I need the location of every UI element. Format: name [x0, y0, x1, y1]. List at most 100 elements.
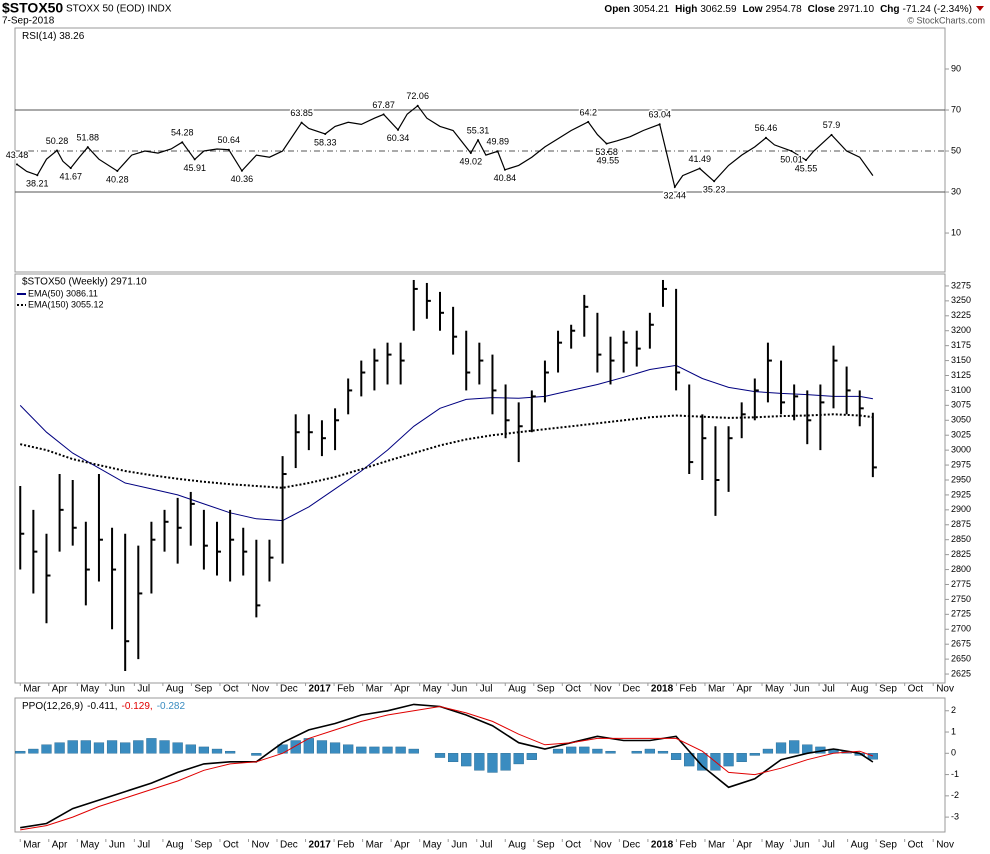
- y-tick-label: -3: [951, 811, 959, 821]
- histogram-bar: [329, 742, 341, 754]
- y-tick-label: 2: [951, 705, 956, 715]
- annotation-point: [469, 152, 472, 155]
- panel-title: RSI(14) 38.26: [22, 31, 85, 42]
- annotation-point: [193, 158, 196, 161]
- x-tick-label: 2018: [651, 684, 674, 695]
- y-tick-label: 3075: [951, 400, 971, 410]
- annotation-point: [606, 150, 609, 153]
- x-tick-label: Nov: [594, 840, 612, 851]
- x-tick-label: Sep: [537, 840, 555, 851]
- annotation-label: 40.84: [494, 173, 517, 183]
- x-tick-label: Dec: [280, 840, 298, 851]
- annotation-point: [382, 113, 385, 116]
- annotation-point: [116, 169, 119, 172]
- histogram-bar: [93, 742, 105, 754]
- annotation-point: [503, 168, 506, 171]
- histogram-bar: [290, 740, 301, 754]
- x-tick-label: Sep: [194, 684, 212, 695]
- quote-value: 3054.21: [633, 4, 670, 15]
- x-tick-label: Apr: [736, 684, 752, 695]
- quote: Open 3054.21 High 3062.59 Low 2954.78 Close 297…: [604, 4, 972, 15]
- histogram-bar: [749, 753, 760, 756]
- histogram-bar: [644, 748, 655, 754]
- annotation-point: [300, 121, 303, 124]
- annotation-label: 49.55: [597, 155, 620, 165]
- y-tick-label: -2: [951, 790, 959, 800]
- ppo-frame: [14, 697, 946, 833]
- x-tick-label: Jul: [480, 840, 493, 851]
- histogram-bar: [605, 750, 616, 754]
- x-tick-label: Apr: [394, 684, 410, 695]
- quote-value: -71.24 (-2.34%): [903, 4, 972, 15]
- x-tick-label: Mar: [23, 840, 41, 851]
- histogram-bar: [434, 753, 446, 758]
- histogram-bar: [67, 740, 78, 754]
- x-tick-label: Nov: [251, 840, 269, 851]
- x-tick-label: Oct: [565, 840, 581, 851]
- annotation-point: [496, 150, 499, 153]
- x-tick-label: Nov: [936, 684, 954, 695]
- y-tick-label: 30: [951, 186, 961, 196]
- y-tick-label: 2950: [951, 474, 971, 484]
- x-tick-label: Aug: [166, 684, 184, 695]
- annotation-label: 41.49: [688, 154, 711, 164]
- annotation-point: [658, 123, 661, 126]
- x-tick-label: Jun: [109, 684, 125, 695]
- x-tick-label: Oct: [908, 684, 924, 695]
- y-tick-label: 3275: [951, 280, 971, 290]
- annotation-label: 49.89: [486, 137, 509, 147]
- annotation-label: 54.28: [171, 128, 194, 138]
- histogram-bar: [487, 753, 498, 773]
- y-tick-label: 2675: [951, 639, 971, 649]
- x-tick-label: Feb: [679, 684, 697, 695]
- histogram-bar: [382, 746, 393, 754]
- annotation-label: 32.44: [664, 190, 687, 200]
- y-tick-label: 2775: [951, 579, 971, 589]
- quote-label: Close: [808, 4, 836, 15]
- annotation-point: [416, 104, 419, 107]
- legend-label: EMA(150) 3055.12: [28, 299, 104, 309]
- annotation-label: 51.88: [77, 133, 100, 143]
- annotation-label: 72.06: [406, 91, 429, 101]
- annotation-point: [55, 149, 58, 152]
- quote-label: Low: [743, 4, 763, 15]
- x-tick-label: Feb: [337, 840, 355, 851]
- x-tick-label: Jun: [451, 840, 467, 851]
- annotation-point: [181, 141, 184, 144]
- y-tick-label: 90: [951, 63, 961, 73]
- y-tick-label: 3225: [951, 310, 971, 320]
- ppo-line: [20, 703, 874, 829]
- legend-value: -0.282: [157, 701, 186, 712]
- x-tick-label: Jun: [109, 840, 125, 851]
- y-tick-label: 3025: [951, 430, 971, 440]
- y-tick-label: 2875: [951, 519, 971, 529]
- quote-value: 2954.78: [766, 4, 803, 15]
- annotation-point: [477, 139, 480, 142]
- y-tick-label: 70: [951, 104, 961, 114]
- histogram-bar: [513, 753, 524, 765]
- symbol: $STOX50: [2, 0, 63, 16]
- histogram-bar: [133, 740, 144, 754]
- histogram-bar: [552, 748, 564, 754]
- quote-label: Chg: [880, 4, 899, 15]
- y-tick-label: 3150: [951, 355, 971, 365]
- y-tick-label: 0: [951, 748, 956, 758]
- histogram-bar: [395, 746, 406, 754]
- histogram-bar: [185, 744, 196, 754]
- histogram-bar: [251, 753, 262, 756]
- x-tick-label: Aug: [851, 684, 869, 695]
- annotation-point: [240, 169, 243, 172]
- y-tick-label: 2825: [951, 549, 971, 559]
- annotation-point: [764, 136, 767, 139]
- x-tick-label: Oct: [565, 684, 581, 695]
- x-tick-label: Apr: [52, 684, 68, 695]
- title-text: RSI(14) 38.26: [22, 31, 85, 42]
- x-tick-label: Feb: [679, 840, 697, 851]
- histogram-bar: [316, 740, 328, 754]
- y-tick-label: 10: [951, 227, 961, 237]
- histogram-bar: [579, 746, 590, 754]
- histogram-bar: [526, 753, 537, 760]
- annotation-label: 56.46: [755, 123, 778, 133]
- annotation-point: [227, 148, 230, 151]
- annotation-label: 55.31: [467, 126, 490, 136]
